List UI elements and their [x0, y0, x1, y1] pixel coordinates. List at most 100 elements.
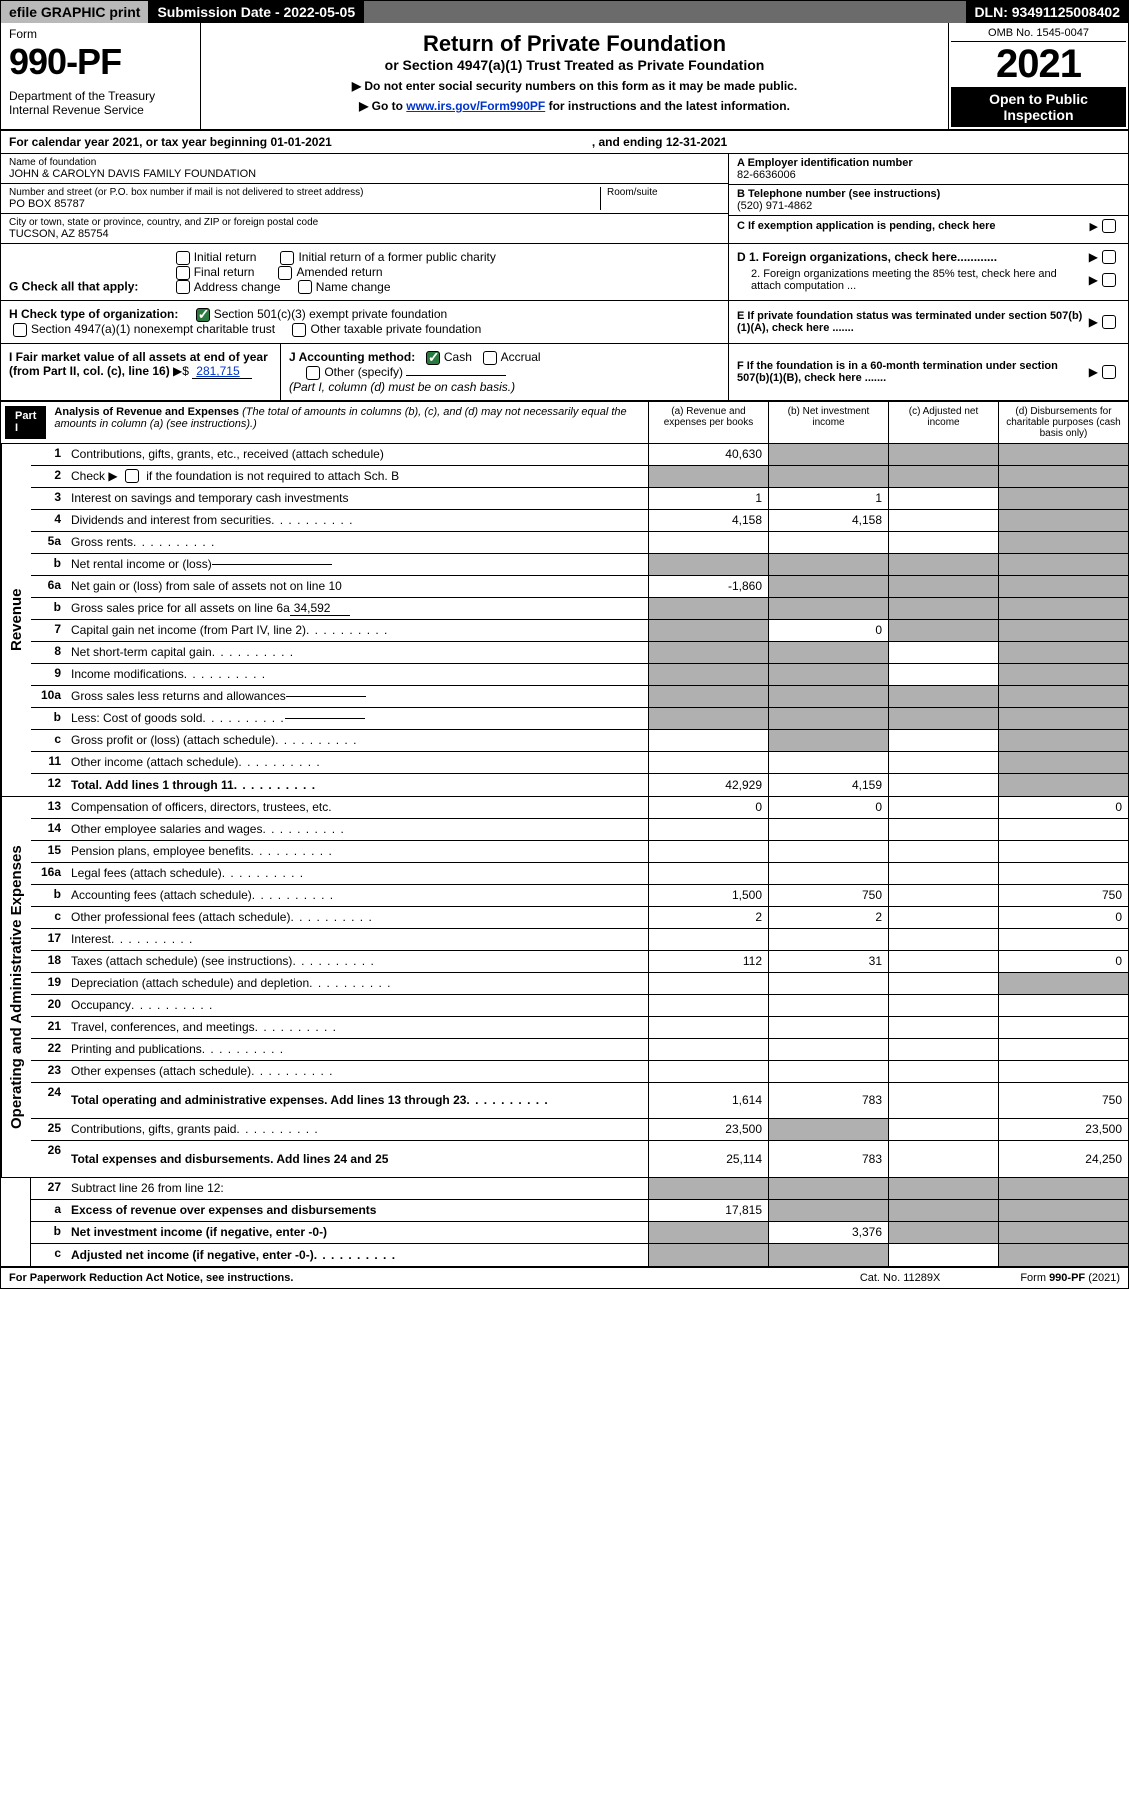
g-opt-0: Initial return	[194, 250, 257, 264]
arrow-icon: ▶	[1089, 315, 1098, 329]
part1-title: Analysis of Revenue and Expenses	[54, 406, 239, 418]
j-other: Other (specify)	[324, 365, 403, 379]
col-c-head: (c) Adjusted net income	[888, 402, 998, 443]
line-10b: bLess: Cost of goods sold	[31, 708, 1128, 730]
col-d-head: (d) Disbursements for charitable purpose…	[998, 402, 1128, 443]
c-checkbox[interactable]	[1102, 219, 1116, 233]
line10b-input[interactable]	[285, 718, 365, 719]
g-label: G Check all that apply:	[9, 280, 138, 294]
h-opt1: Section 501(c)(3) exempt private foundat…	[214, 307, 447, 321]
g-former-checkbox[interactable]	[280, 251, 294, 265]
line-1: 1Contributions, gifts, grants, etc., rec…	[31, 444, 1128, 466]
i-value[interactable]: 281,715	[192, 364, 252, 379]
h-section: H Check type of organization: Section 50…	[1, 301, 728, 343]
g-d-row: G Check all that apply: Initial return I…	[1, 244, 1128, 301]
h-opt3: Other taxable private foundation	[310, 322, 481, 336]
d2-checkbox[interactable]	[1102, 273, 1116, 287]
line-8: 8Net short-term capital gain	[31, 642, 1128, 664]
f-label: F If the foundation is in a 60-month ter…	[737, 360, 1089, 384]
addr-cell: Number and street (or P.O. box number if…	[1, 184, 728, 214]
addr-value: PO BOX 85787	[9, 198, 600, 210]
ein-cell: A Employer identification number 82-6636…	[729, 154, 1128, 185]
line-27b: bNet investment income (if negative, ent…	[31, 1222, 1128, 1244]
g-final-checkbox[interactable]	[176, 266, 190, 280]
line-24: 24Total operating and administrative exp…	[31, 1083, 1128, 1119]
city-value: TUCSON, AZ 85754	[9, 228, 720, 240]
g-amended-checkbox[interactable]	[278, 266, 292, 280]
line-26: 26Total expenses and disbursements. Add …	[31, 1141, 1128, 1177]
part1-title-cell: Part I Analysis of Revenue and Expenses …	[1, 402, 648, 443]
ein-label: A Employer identification number	[737, 157, 1120, 169]
h-other-checkbox[interactable]	[292, 323, 306, 337]
note-ssn: ▶ Do not enter social security numbers o…	[209, 79, 940, 93]
spacer	[1, 1178, 31, 1266]
line-5b: bNet rental income or (loss)	[31, 554, 1128, 576]
g-opt-5: Name change	[316, 280, 391, 294]
revenue-grid: Revenue 1Contributions, gifts, grants, e…	[1, 444, 1128, 797]
part1-label: Part I	[5, 406, 46, 439]
d1-label: D 1. Foreign organizations, check here..…	[737, 250, 1089, 264]
header-center: Return of Private Foundation or Section …	[201, 23, 948, 129]
schb-checkbox[interactable]	[125, 469, 139, 483]
c-label: C If exemption application is pending, c…	[737, 220, 1090, 232]
line-19: 19Depreciation (attach schedule) and dep…	[31, 973, 1128, 995]
name-label: Name of foundation	[9, 157, 720, 168]
expenses-side-label: Operating and Administrative Expenses	[1, 797, 31, 1177]
foundation-name: JOHN & CAROLYN DAVIS FAMILY FOUNDATION	[9, 168, 720, 180]
irs-link[interactable]: www.irs.gov/Form990PF	[406, 99, 545, 113]
line-16a: 16aLegal fees (attach schedule)	[31, 863, 1128, 885]
part1-header-row: Part I Analysis of Revenue and Expenses …	[1, 401, 1128, 444]
form-label: Form	[9, 27, 192, 41]
line-10a: 10aGross sales less returns and allowanc…	[31, 686, 1128, 708]
revenue-side-label: Revenue	[1, 444, 31, 796]
d2-label: 2. Foreign organizations meeting the 85%…	[737, 268, 1089, 292]
j-other-checkbox[interactable]	[306, 366, 320, 380]
line-27c: cAdjusted net income (if negative, enter…	[31, 1244, 1128, 1266]
h-label: H Check type of organization:	[9, 307, 178, 321]
j-other-input[interactable]	[406, 375, 506, 376]
line-14: 14Other employee salaries and wages	[31, 819, 1128, 841]
city-cell: City or town, state or province, country…	[1, 214, 728, 243]
addr-label: Number and street (or P.O. box number if…	[9, 187, 600, 198]
h-4947-checkbox[interactable]	[13, 323, 27, 337]
submission-date: Submission Date - 2022-05-05	[149, 1, 364, 23]
header-right: OMB No. 1545-0047 2021 Open to Public In…	[948, 23, 1128, 129]
j-accrual-checkbox[interactable]	[483, 351, 497, 365]
form-container: efile GRAPHIC print Submission Date - 20…	[0, 0, 1129, 1289]
name-cell: Name of foundation JOHN & CAROLYN DAVIS …	[1, 154, 728, 184]
room-label: Room/suite	[607, 187, 720, 198]
f-checkbox[interactable]	[1102, 365, 1116, 379]
col-a-head: (a) Revenue and expenses per books	[648, 402, 768, 443]
h-501c3-checkbox[interactable]	[196, 308, 210, 322]
i-j-f-row: I Fair market value of all assets at end…	[1, 344, 1128, 401]
e-checkbox[interactable]	[1102, 315, 1116, 329]
j-label: J Accounting method:	[289, 350, 415, 364]
line-13: 13Compensation of officers, directors, t…	[31, 797, 1128, 819]
h-opt2: Section 4947(a)(1) nonexempt charitable …	[31, 322, 275, 336]
e-section: E If private foundation status was termi…	[728, 301, 1128, 343]
j-cash-checkbox[interactable]	[426, 351, 440, 365]
efile-label[interactable]: efile GRAPHIC print	[1, 1, 149, 23]
g-opt-4: Amended return	[296, 265, 382, 279]
line-6a: 6aNet gain or (loss) from sale of assets…	[31, 576, 1128, 598]
calendar-year-row: For calendar year 2021, or tax year begi…	[1, 131, 1128, 154]
phone-cell: B Telephone number (see instructions) (5…	[729, 185, 1128, 216]
dln-label: DLN: 93491125008402	[966, 1, 1128, 23]
g-section: G Check all that apply: Initial return I…	[1, 244, 728, 300]
d1-checkbox[interactable]	[1102, 250, 1116, 264]
line6b-value: 34,592	[290, 601, 350, 616]
d-section: D 1. Foreign organizations, check here..…	[728, 244, 1128, 300]
line-2: 2Check ▶ if the foundation is not requir…	[31, 466, 1128, 488]
g-initial-checkbox[interactable]	[176, 251, 190, 265]
line-27: 27Subtract line 26 from line 12:	[31, 1178, 1128, 1200]
phone-value: (520) 971-4862	[737, 200, 1120, 212]
form-subtitle: or Section 4947(a)(1) Trust Treated as P…	[209, 57, 940, 73]
line5b-input[interactable]	[212, 564, 332, 565]
g-opt-2: Address change	[194, 280, 281, 294]
line27-lines: 27Subtract line 26 from line 12: aExcess…	[31, 1178, 1128, 1266]
g-name-checkbox[interactable]	[298, 280, 312, 294]
line10a-input[interactable]	[286, 696, 366, 697]
g-address-checkbox[interactable]	[176, 280, 190, 294]
arrow-icon: ▶	[1089, 273, 1098, 287]
arrow-icon: ▶	[1090, 220, 1098, 233]
